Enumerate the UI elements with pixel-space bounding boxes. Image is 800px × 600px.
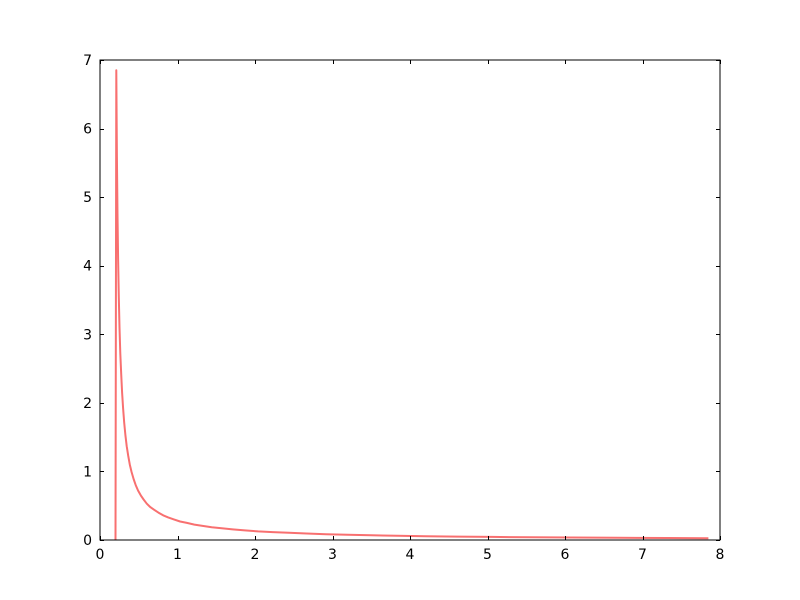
y-tick-label: 6 — [83, 122, 92, 138]
x-tick-label: 1 — [173, 547, 182, 563]
x-tick-label: 5 — [483, 547, 492, 563]
x-tick-label: 6 — [561, 547, 570, 563]
y-tick-label: 7 — [83, 53, 92, 69]
density-curve — [114, 69, 709, 541]
x-tick-label: 8 — [716, 547, 725, 563]
y-tick-label: 0 — [83, 533, 92, 549]
y-tick-label: 3 — [83, 327, 92, 343]
x-tick-label: 0 — [96, 547, 105, 563]
y-tick-label: 5 — [83, 190, 92, 206]
y-tick-label: 1 — [83, 464, 92, 480]
y-tick-label: 2 — [83, 396, 92, 412]
x-tick-label: 7 — [638, 547, 647, 563]
y-tick-label: 4 — [83, 259, 92, 275]
x-tick-label: 3 — [328, 547, 337, 563]
x-tick-label: 2 — [251, 547, 260, 563]
x-tick-label: 4 — [406, 547, 415, 563]
